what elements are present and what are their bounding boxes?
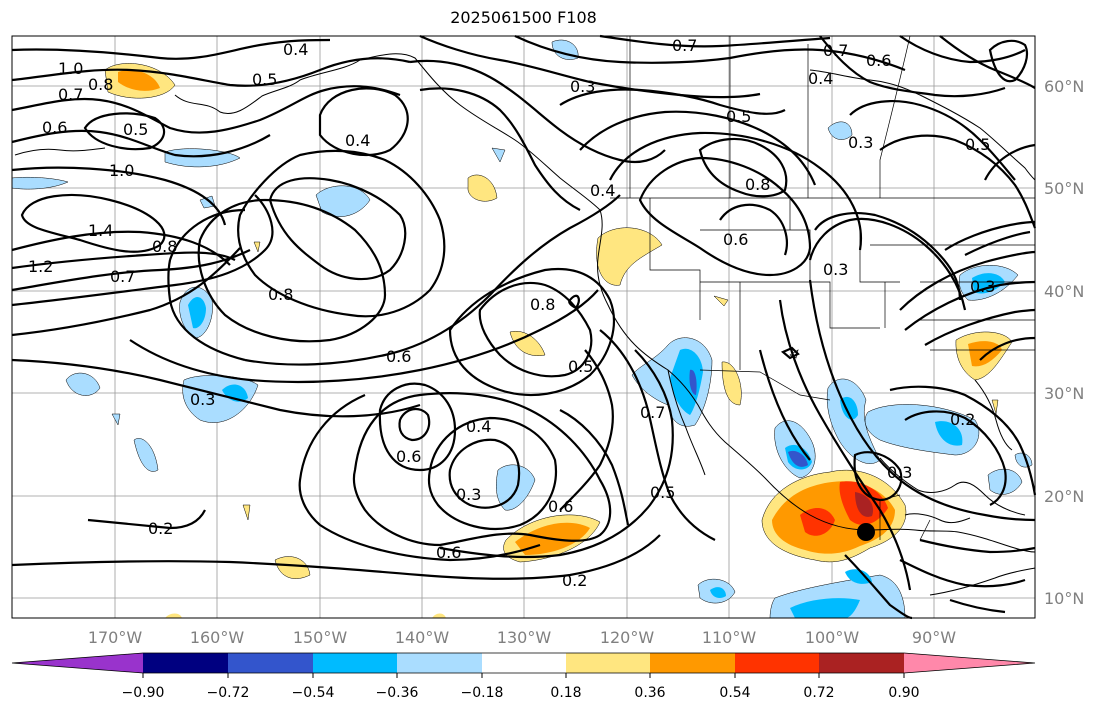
contour-label: 1.2 [28, 257, 53, 276]
lon-label: 150°W [293, 628, 348, 647]
contour-label: 0.6 [548, 497, 573, 516]
lon-label: 170°W [88, 628, 143, 647]
colorbar-segment [650, 653, 735, 673]
contour-label: 0.8 [745, 175, 770, 194]
contour-labels: 1.0 0.8 0.7 0.6 0.5 0.4 0.5 0.4 0.3 0.7 … [28, 36, 995, 590]
colorbar-tick-label: 0.18 [550, 685, 581, 701]
contour-label: 0.7 [672, 36, 697, 55]
contour-label: 0.4 [808, 69, 833, 88]
contour-label: 0.2 [148, 519, 173, 538]
contour-label: 0.4 [466, 417, 491, 436]
lon-label: 90°W [912, 628, 956, 647]
lat-label: 20°N [1044, 487, 1084, 506]
colorbar-tick-label: −0.72 [207, 685, 250, 701]
colorbar [11, 652, 1036, 678]
colorbar-segment [482, 653, 566, 673]
contour-label: 0.3 [823, 260, 848, 279]
colorbar-segment [397, 653, 482, 673]
contour-label: 0.3 [456, 485, 481, 504]
colorbar-segment [143, 653, 228, 673]
contour-label: 0.7 [640, 403, 665, 422]
contour-label: 0.4 [345, 131, 370, 150]
contour-label: 0.6 [436, 543, 461, 562]
contour-label: 0.6 [866, 51, 891, 70]
lat-label: 60°N [1044, 77, 1084, 96]
contour-label: 0.5 [568, 357, 593, 376]
contour-label: 0.8 [152, 237, 177, 256]
map-frame [11, 35, 1036, 619]
contour-label: 1.4 [88, 221, 113, 240]
storm-center-marker [857, 523, 875, 541]
contour-label: 0.2 [950, 410, 975, 429]
contour-lines [11, 34, 1037, 620]
contour-label: 0.7 [110, 267, 135, 286]
colorbar-tick-label: 0.54 [719, 685, 750, 701]
map-panel: 1.0 0.8 0.7 0.6 0.5 0.4 0.5 0.4 0.3 0.7 … [11, 34, 1037, 620]
contour-label: 0.3 [570, 77, 595, 96]
contour-label: 0.4 [283, 40, 308, 59]
contour-label: 0.2 [562, 571, 587, 590]
contour-label: 0.5 [123, 120, 148, 139]
contour-label: 0.6 [723, 230, 748, 249]
contour-label: 0.3 [887, 463, 912, 482]
contour-label: 0.5 [965, 135, 990, 154]
contour-label: 0.8 [268, 285, 293, 304]
contour-label: 1.0 [58, 59, 83, 78]
colorbar-tick-label: −0.90 [122, 685, 165, 701]
colorbar-segment [12, 653, 143, 673]
contour-label: 1.0 [109, 161, 134, 180]
contour-label: 0.3 [970, 277, 995, 296]
lon-label: 130°W [497, 628, 552, 647]
lon-label: 160°W [190, 628, 245, 647]
colorbar-tick-label: 0.36 [634, 685, 665, 701]
map-title: 2025061500 F108 [450, 8, 597, 27]
longitude-labels: 170°W 160°W 150°W 140°W 130°W 120°W 110°… [88, 628, 956, 647]
lat-label: 30°N [1044, 384, 1084, 403]
latitude-labels: 60°N 50°N 40°N 30°N 20°N 10°N [1044, 77, 1084, 608]
colorbar-ticks: −0.90 −0.72 −0.54 −0.36 −0.18 0.18 0.36 … [122, 685, 920, 701]
lat-label: 50°N [1044, 179, 1084, 198]
colorbar-segment [735, 653, 819, 673]
colorbar-segment [566, 653, 650, 673]
contour-label: 0.8 [88, 75, 113, 94]
lat-label: 40°N [1044, 282, 1084, 301]
lon-label: 100°W [805, 628, 860, 647]
colorbar-segment [228, 653, 313, 673]
lon-label: 140°W [395, 628, 450, 647]
colorbar-tick-label: −0.54 [292, 685, 335, 701]
colorbar-tick-label: −0.18 [461, 685, 504, 701]
lat-label: 10°N [1044, 589, 1084, 608]
lon-label: 110°W [702, 628, 757, 647]
colorbar-tick-label: −0.36 [376, 685, 419, 701]
contour-label: 0.5 [726, 107, 751, 126]
contour-label: 0.3 [190, 390, 215, 409]
contour-label: 0.5 [650, 483, 675, 502]
contour-label: 0.6 [386, 347, 411, 366]
contour-label: 0.7 [823, 41, 848, 60]
contour-label: 0.3 [848, 133, 873, 152]
colorbar-segment [313, 653, 397, 673]
contour-label: 0.6 [396, 447, 421, 466]
contour-label: 0.8 [530, 295, 555, 314]
contour-label: 0.7 [58, 85, 83, 104]
colorbar-tick-label: 0.90 [888, 685, 919, 701]
colorbar-tick-label: 0.72 [803, 685, 834, 701]
colorbar-segment [904, 653, 1035, 673]
contour-label: 0.5 [252, 70, 277, 89]
contour-label: 0.4 [590, 181, 615, 200]
lon-label: 120°W [600, 628, 655, 647]
colorbar-segment [819, 653, 904, 673]
contour-label: 0.6 [42, 118, 67, 137]
